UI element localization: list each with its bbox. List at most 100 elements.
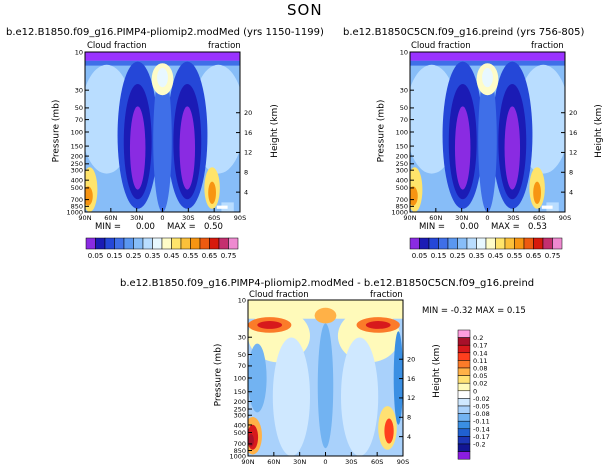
itcz-column bbox=[478, 68, 497, 212]
y-right-tick-label: 4 bbox=[569, 188, 573, 196]
diff-colorbar-swatch bbox=[457, 428, 471, 437]
y-tick-label: 250 bbox=[396, 160, 408, 168]
x-tick-label: 30N bbox=[455, 214, 468, 222]
y-right-tick-label: 12 bbox=[244, 149, 252, 157]
north-subtropics-min bbox=[454, 106, 471, 190]
y-right-tick-label: 4 bbox=[244, 188, 248, 196]
y-right-tick-label: 20 bbox=[569, 109, 577, 117]
y-right-tick-label: 8 bbox=[569, 169, 573, 177]
south-cirrus-core bbox=[365, 321, 391, 329]
diff-colorbar-swatch bbox=[457, 337, 471, 346]
y-tick-label: 400 bbox=[234, 421, 246, 429]
y-tick-label: 50 bbox=[238, 351, 246, 359]
diff-colorbar-swatch bbox=[457, 382, 471, 392]
y-tick-label: 70 bbox=[75, 116, 83, 124]
panel1-max-value: 0.50 bbox=[204, 222, 223, 232]
colorbar-label: 0.15 bbox=[107, 252, 123, 260]
colorbar-label: 0.25 bbox=[126, 252, 142, 260]
diff-colorbar-label: -0.05 bbox=[473, 403, 490, 411]
north-cirrus-core bbox=[257, 321, 283, 329]
y-tick-label: 300 bbox=[234, 412, 246, 420]
diff-colorbar-swatch bbox=[457, 420, 471, 430]
panel3-title: b.e12.B1850.f09_g16.PIMP4-pliomip2.modMe… bbox=[120, 278, 535, 289]
panel2-title: b.e12.B1850C5CN.f09_g16.preind (yrs 756-… bbox=[343, 27, 585, 38]
x-tick-label: 30N bbox=[293, 458, 306, 466]
x-tick-label: 30S bbox=[507, 214, 519, 222]
diff-colorbar-label: -0.2 bbox=[473, 441, 486, 449]
colorbar-swatch bbox=[495, 237, 506, 250]
southern-ocean-core bbox=[208, 181, 216, 204]
southern-ocean-core bbox=[533, 181, 541, 204]
tropical-anvil-core bbox=[482, 68, 493, 88]
diff-colorbar-swatch bbox=[457, 344, 471, 354]
diff-colorbar-swatch bbox=[457, 367, 471, 376]
south-low-core bbox=[384, 418, 394, 444]
y-tick-label: 30 bbox=[238, 334, 246, 342]
panel1-left-label: Cloud fraction bbox=[87, 41, 147, 51]
colorbar-label: 0.05 bbox=[412, 252, 428, 260]
diff-colorbar-swatch bbox=[457, 390, 471, 399]
colorbar-label: 0.55 bbox=[507, 252, 523, 260]
y-tick-label: 700 bbox=[396, 196, 408, 204]
x-tick-label: 30S bbox=[345, 458, 357, 466]
colorbar-swatch bbox=[190, 237, 201, 250]
y-tick-label: 10 bbox=[238, 296, 246, 304]
diff-colorbar-label: 0.05 bbox=[473, 372, 487, 380]
x-tick-label: 60S bbox=[533, 214, 545, 222]
y-tick-label: 400 bbox=[71, 176, 83, 184]
colorbar-swatch bbox=[438, 237, 449, 250]
diff-colorbar-swatch bbox=[457, 413, 471, 422]
y-right-tick-label: 12 bbox=[569, 149, 577, 157]
tropical-neg-column bbox=[317, 323, 334, 449]
y-tick-label: 30 bbox=[75, 86, 83, 94]
y-right-tick-label: 12 bbox=[407, 394, 415, 402]
x-tick-label: 90S bbox=[559, 214, 571, 222]
colorbar-swatch bbox=[485, 237, 496, 250]
x-tick-label: 60S bbox=[208, 214, 220, 222]
colorbar-swatch bbox=[514, 237, 525, 250]
y-tick-label: 700 bbox=[234, 440, 246, 448]
diff-colorbar-swatch bbox=[457, 443, 471, 452]
panel1-right-label: fraction bbox=[208, 41, 241, 51]
arctic-low-peak bbox=[248, 434, 254, 447]
colorbar-swatch bbox=[209, 237, 220, 250]
colorbar-label: 0.25 bbox=[450, 252, 466, 260]
diff-colorbar-label: -0.17 bbox=[473, 433, 490, 441]
panel2-min-value: 0.00 bbox=[460, 222, 479, 232]
itcz-column bbox=[153, 68, 172, 212]
tropical-top-pos bbox=[314, 307, 337, 324]
colorbar-swatch bbox=[409, 237, 420, 250]
y-tick-label: 700 bbox=[71, 196, 83, 204]
antarctic-gap bbox=[541, 205, 553, 209]
colorbar-label: 0.15 bbox=[431, 252, 447, 260]
colorbar-label: 0.35 bbox=[145, 252, 161, 260]
y-tick-label: 850 bbox=[234, 447, 246, 455]
panel1-min-value: 0.00 bbox=[136, 222, 155, 232]
x-tick-label: 30S bbox=[182, 214, 194, 222]
y-right-tick-label: 20 bbox=[244, 109, 252, 117]
colorbar-swatch bbox=[228, 237, 239, 250]
y-tick-label: 250 bbox=[71, 160, 83, 168]
south-subtropics-min bbox=[504, 106, 521, 190]
diff-colorbar-label: -0.02 bbox=[473, 395, 490, 403]
panel3-plot: 90N 60N 30N 0 30S 60S 90S 10 30 50 70 100 150 2002503… bbox=[229, 296, 415, 466]
colorbar-label: 0.65 bbox=[526, 252, 542, 260]
diff-colorbar-label: 0.14 bbox=[473, 349, 487, 357]
diff-colorbar-label: 0.17 bbox=[473, 342, 487, 350]
diff-colorbar-label: 0.11 bbox=[473, 357, 487, 365]
south-midlevel-neutral bbox=[341, 337, 379, 456]
colorbar-swatch bbox=[85, 237, 96, 250]
colorbar-swatch bbox=[476, 237, 487, 250]
y-tick-label: 10 bbox=[400, 48, 408, 56]
y-tick-label: 1000 bbox=[66, 208, 83, 216]
y-right-tick-label: 16 bbox=[569, 129, 577, 137]
colorbar-swatch bbox=[447, 237, 458, 250]
panel1-plot: 90N 60N 30N 0 30S 60S 90S 10 30 50 70 100 150 2002503… bbox=[66, 48, 252, 222]
x-tick-label: 0 bbox=[160, 214, 164, 222]
colorbar-label: 0.75 bbox=[221, 252, 237, 260]
panel1-title: b.e12.B1850.f09_g16.PIMP4-pliomip2.modMe… bbox=[6, 27, 324, 38]
y-tick-label: 300 bbox=[71, 166, 83, 174]
diff-colorbar-swatch bbox=[457, 360, 471, 369]
antarctic-gap bbox=[216, 205, 228, 209]
colorbar-label: 0.45 bbox=[164, 252, 180, 260]
